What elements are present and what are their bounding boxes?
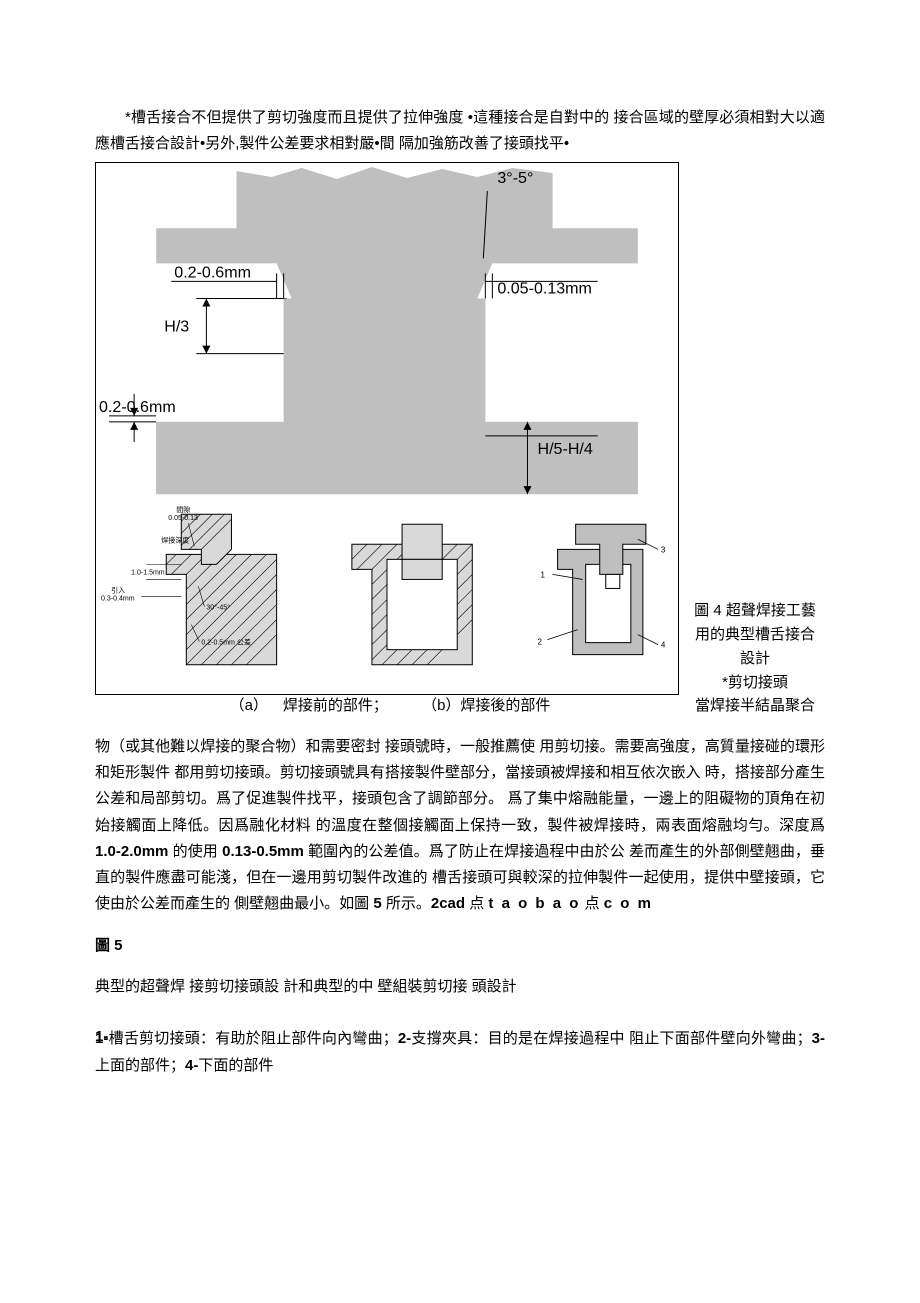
figure-5-desc: 典型的超聲焊 接剪切接頭設 計和典型的中 壁組裝剪切接 頭設計	[95, 974, 825, 1000]
dim-bottom-left: 0.2-0.6mm	[99, 397, 176, 415]
svg-text:引入: 引入	[111, 585, 125, 594]
body-paragraph-1: 物（或其他難以焊接的聚合物）和需要密封 接頭號時，一般推薦使 用剪切接。需要高強…	[95, 734, 825, 918]
fig4-caption-l3: 設計	[685, 647, 825, 671]
dim-h3: H/3	[164, 317, 189, 335]
svg-text:1: 1	[541, 570, 546, 579]
svg-text:1.0-1.5mm: 1.0-1.5mm	[131, 569, 165, 576]
dim-gap-right: 0.05-0.13mm	[497, 279, 592, 297]
intro-paragraph: *槽舌接合不但提供了剪切強度而且提供了拉伸強度 •這種接合是自對中的 接合區域的…	[95, 105, 825, 158]
dim-top-angle-2: 3°-5°	[497, 169, 533, 187]
svg-text:間隙: 間隙	[176, 505, 190, 514]
svg-text:2: 2	[538, 637, 543, 646]
svg-text:30°-45°: 30°-45°	[206, 603, 230, 611]
svg-text:0.05-0.13: 0.05-0.13	[168, 515, 198, 522]
dim-bottom-right: H/5-H/4	[538, 439, 593, 457]
figure-4-main: 3°-5°	[95, 162, 679, 695]
legend-rendered: 1-槽舌剪切接頭：有助於阻止部件向內彎曲；2-支撐夾具：目的是在焊接過程中 阻止…	[95, 1026, 825, 1079]
svg-text:0.2-0.5mm 公差: 0.2-0.5mm 公差	[201, 637, 251, 646]
figure-4-ab-caption: （a） 焊接前的部件； （b）焊接後的部件	[95, 693, 685, 719]
figure-4-caption-right: 當焊接半結晶聚合	[685, 693, 825, 719]
svg-text:0.3-0.4mm: 0.3-0.4mm	[101, 595, 135, 602]
svg-text:4: 4	[661, 640, 666, 649]
fig4-caption-l1: 圖 4 超聲焊接工藝	[685, 599, 825, 623]
fig4-caption-l4: *剪切接頭	[685, 671, 825, 695]
figure-4-wrap: 3°-5°	[95, 162, 825, 695]
figure-4-svg: 3°-5°	[96, 163, 678, 685]
dim-gap-left: 0.2-0.6mm	[174, 263, 251, 281]
figure-4-side-caption: 圖 4 超聲焊接工藝 用的典型槽舌接合 設計 *剪切接頭	[685, 162, 825, 695]
figure-4-caption-row: （a） 焊接前的部件； （b）焊接後的部件 當焊接半結晶聚合	[95, 693, 825, 719]
svg-text:焊接深度: 焊接深度	[161, 535, 189, 544]
svg-text:3: 3	[661, 545, 666, 554]
figure-5-label: 圖 5	[95, 933, 825, 959]
fig4-caption-l2: 用的典型槽舌接合	[685, 623, 825, 647]
